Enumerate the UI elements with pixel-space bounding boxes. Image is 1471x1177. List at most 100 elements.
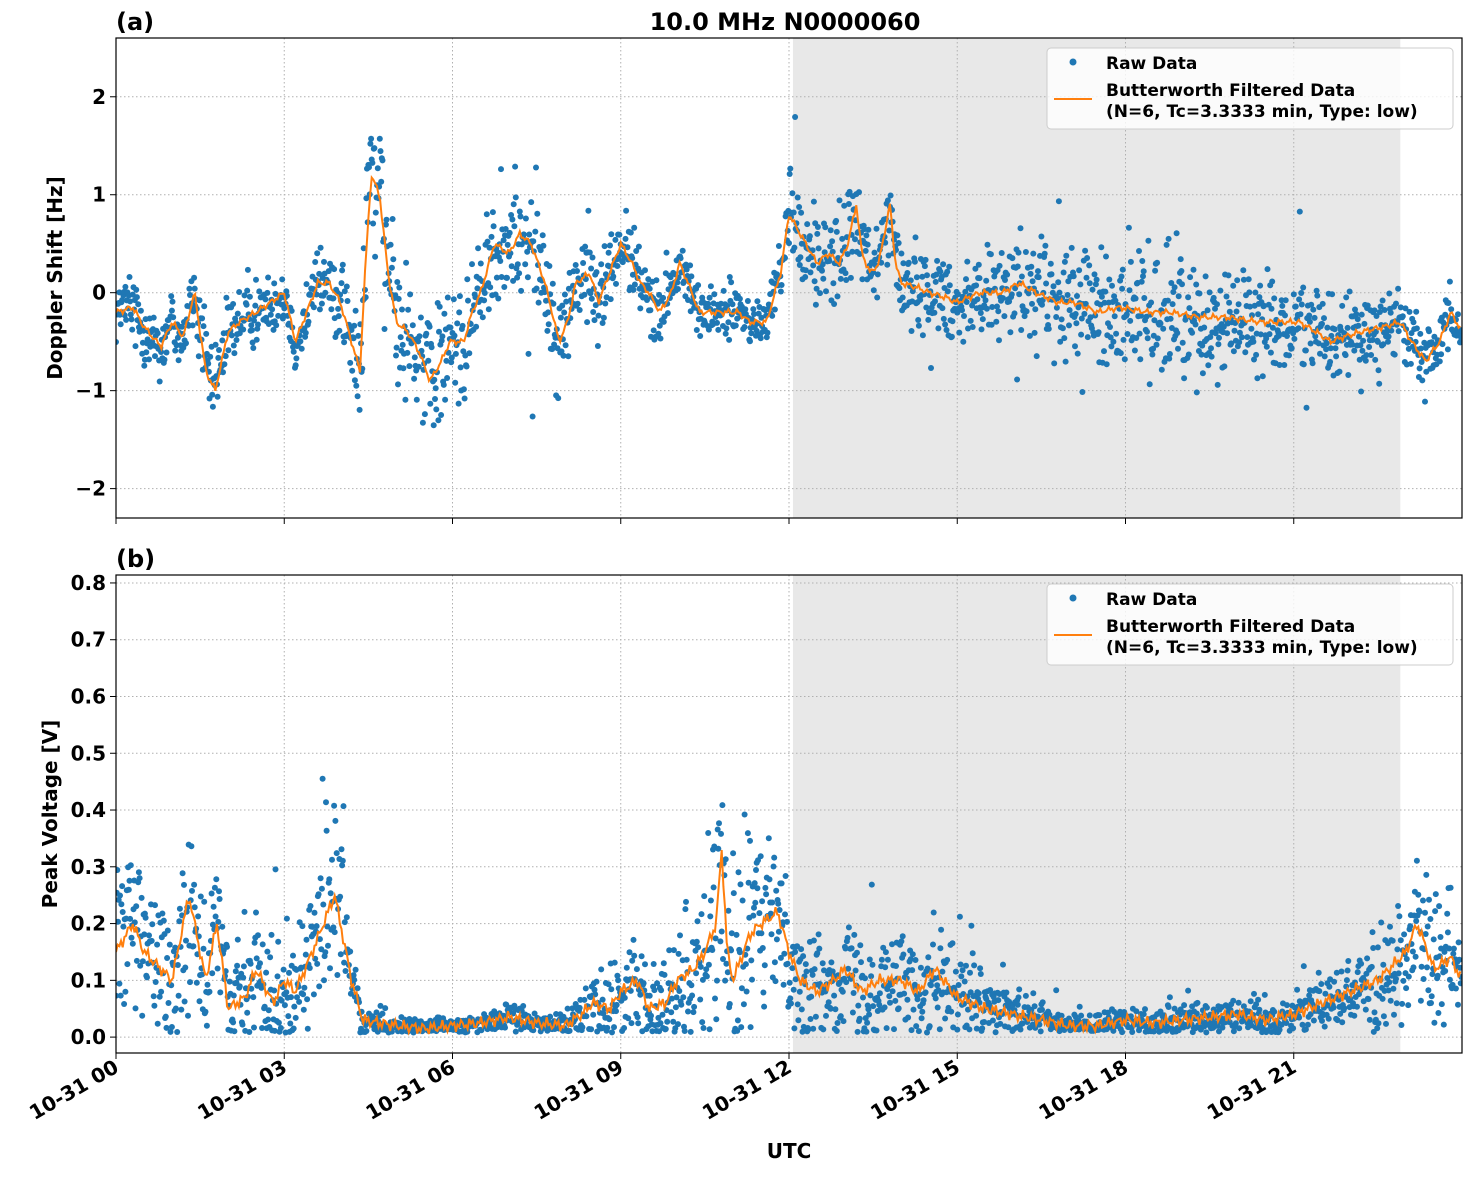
raw-data-point (1066, 322, 1072, 329)
raw-data-point (461, 395, 468, 402)
raw-data-point (174, 334, 181, 341)
raw-data-point (540, 242, 547, 249)
raw-data-point (1132, 295, 1139, 302)
raw-data-point (246, 1029, 253, 1035)
raw-data-point (1387, 923, 1393, 930)
raw-data-point (163, 1024, 170, 1031)
raw-data-point (871, 249, 878, 256)
raw-data-point (1324, 324, 1331, 331)
raw-data-point (133, 286, 140, 293)
raw-data-point (932, 298, 938, 305)
raw-data-point (1266, 331, 1273, 338)
raw-data-point (1196, 290, 1203, 297)
raw-data-point (1296, 1014, 1303, 1021)
raw-data-point (830, 280, 837, 287)
raw-data-point (651, 987, 658, 994)
raw-data-point (125, 886, 132, 893)
raw-data-point (1376, 309, 1383, 315)
raw-data-point (1355, 322, 1362, 329)
raw-data-point (550, 300, 557, 307)
raw-data-point (845, 924, 852, 931)
raw-data-point (388, 264, 395, 271)
raw-data-point (637, 305, 644, 312)
raw-data-point (1240, 267, 1247, 274)
raw-data-point (466, 350, 473, 357)
raw-data-point (1385, 338, 1391, 345)
raw-data-point (283, 915, 290, 922)
raw-data-point (843, 979, 850, 986)
raw-data-point (1030, 250, 1037, 257)
raw-data-point (1072, 311, 1079, 317)
raw-data-point (747, 837, 753, 844)
raw-data-point (566, 1027, 573, 1034)
raw-data-point (302, 951, 309, 958)
raw-data-point (1380, 341, 1387, 348)
raw-data-point (1321, 353, 1328, 360)
raw-data-point (814, 224, 821, 230)
raw-data-point (780, 981, 787, 988)
raw-data-point (222, 353, 229, 360)
raw-data-point (1190, 266, 1197, 273)
raw-data-point (1214, 381, 1221, 388)
raw-data-point (1127, 317, 1134, 324)
raw-data-point (368, 135, 375, 142)
raw-data-point (1202, 273, 1209, 280)
raw-data-point (1154, 335, 1161, 342)
raw-data-point (1375, 1020, 1382, 1027)
raw-data-point (1327, 358, 1334, 365)
raw-data-point (918, 1015, 925, 1022)
raw-data-point (120, 923, 127, 930)
y-tick-label: −2 (75, 477, 106, 501)
raw-data-point (236, 983, 243, 990)
raw-data-point (1185, 351, 1192, 358)
raw-data-point (1446, 976, 1453, 983)
raw-data-point (633, 248, 640, 254)
raw-data-point (288, 994, 294, 1001)
filtered-data-line (116, 849, 1462, 1036)
raw-data-point (1299, 1021, 1306, 1028)
raw-data-point (126, 877, 133, 884)
raw-data-point (869, 961, 876, 968)
legend-label-filtered: (N=6, Tc=3.3333 min, Type: low) (1106, 638, 1418, 658)
raw-data-point (1333, 353, 1340, 360)
raw-data-point (234, 962, 241, 969)
raw-data-point (1446, 278, 1453, 285)
raw-data-point (630, 286, 637, 293)
raw-data-point (747, 1024, 754, 1031)
raw-data-point (240, 974, 247, 981)
x-tick-label: 10-31 03 (193, 1055, 291, 1125)
raw-data-point (1323, 340, 1330, 347)
raw-data-point (759, 898, 766, 905)
raw-data-point (201, 898, 208, 905)
raw-data-point (207, 353, 214, 360)
raw-data-point (1233, 308, 1240, 315)
raw-data-point (347, 359, 354, 366)
raw-data-point (1333, 969, 1340, 976)
raw-data-point (1341, 1005, 1348, 1012)
raw-data-point (595, 312, 602, 319)
raw-data-point (1240, 276, 1247, 283)
raw-data-point (800, 953, 807, 960)
raw-data-point (700, 1025, 707, 1031)
raw-data-point (1428, 993, 1435, 1000)
raw-data-point (987, 987, 994, 993)
raw-data-point (977, 971, 984, 977)
raw-data-point (770, 863, 777, 870)
raw-data-point (497, 258, 504, 264)
raw-data-point (817, 290, 823, 297)
raw-data-point (1407, 360, 1414, 367)
raw-data-point (666, 947, 673, 954)
raw-data-point (199, 315, 206, 322)
raw-data-point (715, 326, 722, 333)
raw-data-point (188, 843, 195, 850)
raw-data-point (116, 918, 121, 925)
raw-data-point (1187, 274, 1194, 281)
raw-data-point (827, 1005, 834, 1012)
raw-data-point (248, 322, 255, 329)
raw-data-point (777, 954, 784, 961)
raw-data-point (300, 991, 307, 998)
raw-data-point (1354, 1003, 1360, 1010)
raw-data-point (928, 982, 934, 989)
raw-data-point (1149, 351, 1156, 358)
raw-data-point (865, 226, 872, 233)
